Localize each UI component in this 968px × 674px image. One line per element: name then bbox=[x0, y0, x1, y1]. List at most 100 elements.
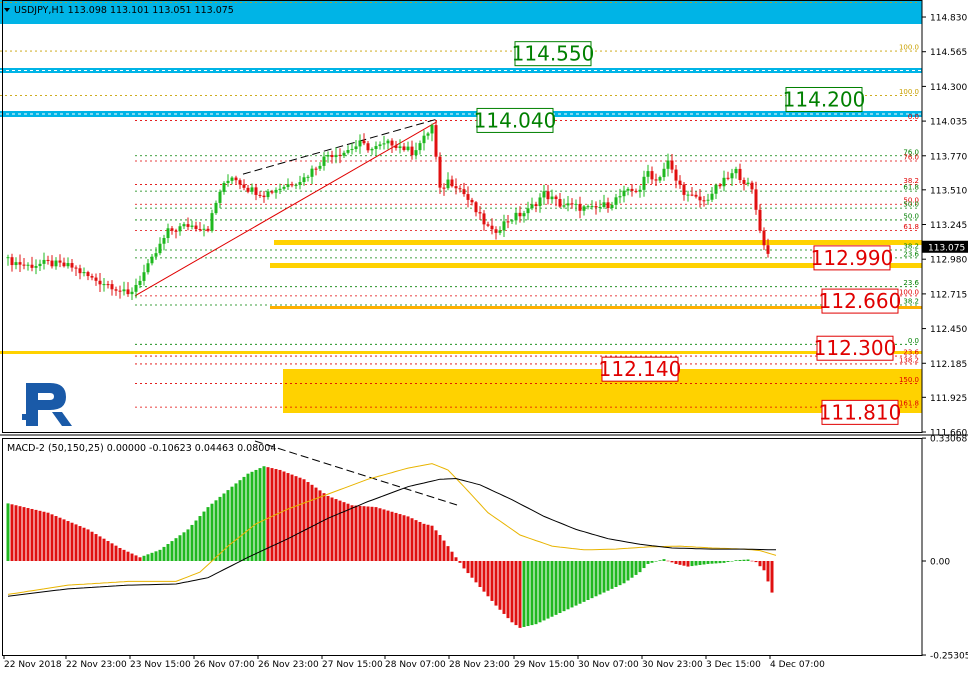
candle-bull bbox=[710, 193, 714, 200]
level-box-label: 114.550 bbox=[512, 42, 595, 66]
candle-bull bbox=[6, 257, 10, 259]
macd-bar-negative bbox=[730, 560, 734, 562]
candle-bull bbox=[666, 160, 670, 169]
candle-bull bbox=[318, 165, 322, 169]
candle-bear bbox=[314, 168, 318, 170]
macd-bar-positive bbox=[54, 516, 58, 561]
candle-bull bbox=[358, 140, 362, 147]
candle-bear bbox=[58, 260, 62, 263]
candle-bull bbox=[514, 212, 518, 221]
macd-bar-positive bbox=[734, 560, 738, 561]
candle-bull bbox=[334, 154, 338, 158]
fib-label: 161.8 bbox=[899, 400, 919, 408]
candle-bull bbox=[406, 146, 410, 151]
candle-bull bbox=[286, 184, 290, 187]
macd-bar-negative bbox=[510, 560, 514, 623]
macd-bar-positive bbox=[294, 476, 298, 561]
candle-bear bbox=[630, 188, 634, 191]
orange-line-112660 bbox=[270, 306, 922, 309]
macd-bar-positive bbox=[22, 507, 26, 561]
macd-bar-positive bbox=[310, 484, 314, 561]
macd-bar-positive bbox=[114, 545, 118, 561]
macd-bar-negative bbox=[518, 560, 522, 628]
macd-bar-negative bbox=[514, 560, 518, 626]
candle-bear bbox=[94, 277, 98, 281]
candle-bear bbox=[22, 264, 26, 266]
fib-label: 23.6 bbox=[903, 279, 919, 287]
candle-bear bbox=[702, 200, 706, 202]
macd-bar-positive bbox=[390, 511, 394, 561]
candle-bear bbox=[570, 203, 574, 205]
macd-bar-positive bbox=[430, 525, 434, 561]
macd-bar-negative bbox=[462, 560, 466, 569]
candle-bull bbox=[250, 187, 254, 192]
y-tick-label: 112.980 bbox=[930, 256, 967, 266]
candle-bull bbox=[230, 177, 234, 181]
macd-bar-positive bbox=[246, 473, 250, 561]
macd-bar-positive bbox=[94, 534, 98, 561]
candle-bull bbox=[226, 180, 230, 183]
candle-bear bbox=[270, 191, 274, 193]
fib-label: 138.2 bbox=[899, 356, 919, 364]
macd-bar-positive bbox=[350, 505, 354, 561]
macd-bar-positive bbox=[270, 468, 274, 561]
macd-bar-negative bbox=[490, 560, 494, 601]
fib-label: 50.0 bbox=[903, 212, 919, 220]
fib-lines: 138.2100.0100.00.076.076.038.261.850.050… bbox=[0, 0, 920, 408]
cyan-band-114200 bbox=[0, 111, 922, 117]
fib-label: 38.2 bbox=[903, 243, 919, 251]
macd-bar-positive bbox=[262, 466, 266, 561]
candle-bear bbox=[98, 280, 102, 285]
fib-label: 38.2 bbox=[903, 298, 919, 306]
macd-bar-positive bbox=[234, 483, 238, 561]
macd-bar-positive bbox=[134, 555, 138, 561]
candle-bull bbox=[378, 144, 382, 147]
macd-bar-positive bbox=[218, 496, 222, 561]
level-box-label: 112.300 bbox=[814, 336, 897, 360]
candle-bull bbox=[162, 238, 166, 244]
candle-bear bbox=[578, 203, 582, 211]
macd-bar-positive bbox=[318, 490, 322, 561]
macd-bar-positive bbox=[406, 516, 410, 561]
macd-bar-positive bbox=[138, 557, 142, 561]
macd-bar-negative bbox=[710, 560, 714, 564]
x-tick-label: 30 Nov 07:00 bbox=[578, 660, 639, 670]
candle-bull bbox=[130, 291, 134, 295]
macd-bar-positive bbox=[6, 503, 10, 561]
x-tick-label: 30 Nov 23:00 bbox=[642, 660, 703, 670]
candle-bull bbox=[306, 176, 310, 178]
macd-bar-negative bbox=[690, 560, 694, 567]
x-tick-label: 23 Nov 15:00 bbox=[130, 660, 191, 670]
macd-bar-positive bbox=[450, 551, 454, 561]
level-box bbox=[514, 41, 592, 67]
macd-bar-positive bbox=[18, 506, 22, 561]
candle-bull bbox=[622, 190, 626, 197]
candle-bear bbox=[486, 224, 490, 226]
candle-bear bbox=[534, 204, 538, 207]
candle-bull bbox=[138, 280, 142, 285]
candle-bear bbox=[726, 177, 730, 179]
macd-bar-positive bbox=[86, 529, 90, 561]
macd-bar-negative bbox=[674, 560, 678, 564]
candle-bear bbox=[90, 276, 94, 278]
candle-bull bbox=[146, 263, 150, 273]
candle-bull bbox=[202, 228, 206, 230]
macd-bar-positive bbox=[170, 541, 174, 561]
candle-bear bbox=[766, 245, 770, 254]
macd-bar-negative bbox=[670, 560, 674, 563]
macd-bar-positive bbox=[338, 500, 342, 561]
macd-bar-negative bbox=[702, 560, 706, 565]
candle-bear bbox=[690, 194, 694, 196]
symbol-dropdown-icon[interactable] bbox=[4, 8, 10, 12]
candle-bull bbox=[418, 143, 422, 151]
candle-bull bbox=[38, 263, 42, 267]
macd-bar-positive bbox=[106, 541, 110, 561]
current-price-tag bbox=[922, 240, 968, 253]
macd-bar-positive bbox=[254, 469, 258, 561]
macd-bar-positive bbox=[174, 538, 178, 561]
level-box-label: 112.990 bbox=[811, 246, 894, 270]
macd-bar-positive bbox=[278, 469, 282, 561]
level-box bbox=[601, 356, 679, 382]
